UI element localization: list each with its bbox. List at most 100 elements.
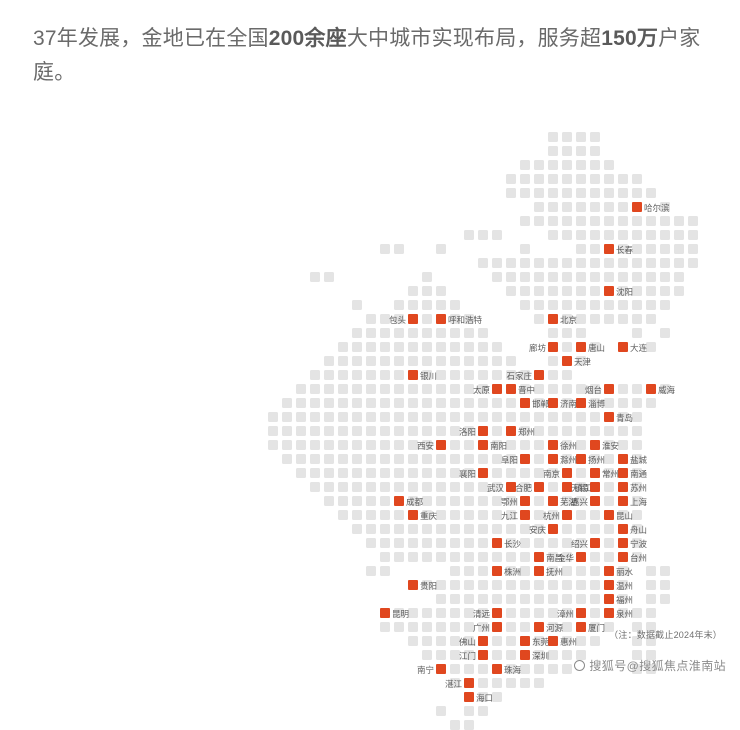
map-grid-cell xyxy=(604,440,614,450)
city-marker xyxy=(562,510,572,520)
map-grid-cell xyxy=(380,440,390,450)
map-grid-cell xyxy=(562,160,572,170)
map-grid-cell xyxy=(492,468,502,478)
map-grid-cell xyxy=(422,328,432,338)
city-label: 湛江 xyxy=(444,678,462,689)
city-marker xyxy=(492,538,502,548)
map-grid-cell xyxy=(394,314,404,324)
map-grid-cell xyxy=(380,510,390,520)
map-grid-cell xyxy=(534,440,544,450)
city-marker xyxy=(604,412,614,422)
map-grid-cell xyxy=(618,286,628,296)
city-label: 重庆 xyxy=(420,510,438,521)
map-grid-cell xyxy=(366,342,376,352)
city-marker xyxy=(604,384,614,394)
headline-emphasis-150: 150万 xyxy=(601,27,659,50)
city-label: 泉州 xyxy=(616,608,634,619)
city-label: 福州 xyxy=(616,594,634,605)
map-grid-cell xyxy=(520,426,530,436)
map-grid-cell xyxy=(464,440,474,450)
map-grid-cell xyxy=(576,440,586,450)
headline-emphasis-200: 200余座 xyxy=(268,27,347,50)
map-grid-cell xyxy=(464,356,474,366)
map-grid-cell xyxy=(562,566,572,576)
map-grid-cell xyxy=(660,594,670,604)
map-grid-cell xyxy=(506,538,516,548)
map-grid-cell xyxy=(534,384,544,394)
map-grid-cell xyxy=(436,496,446,506)
map-grid-cell xyxy=(478,230,488,240)
map-grid-cell xyxy=(520,538,530,548)
map-grid-cell xyxy=(660,258,670,268)
map-grid-cell xyxy=(478,594,488,604)
map-grid-cell xyxy=(548,202,558,212)
map-grid-cell xyxy=(422,426,432,436)
map-grid-cell xyxy=(324,454,334,464)
map-grid-cell xyxy=(632,314,642,324)
map-grid-cell xyxy=(562,650,572,660)
map-grid-cell xyxy=(590,552,600,562)
map-grid-cell xyxy=(618,244,628,254)
map-grid-cell xyxy=(576,426,586,436)
map-grid-cell xyxy=(338,426,348,436)
map-grid-cell xyxy=(618,230,628,240)
map-grid-cell xyxy=(632,510,642,520)
map-grid-cell xyxy=(618,314,628,324)
headline-text-c: 超 xyxy=(580,27,602,50)
city-marker xyxy=(548,314,558,324)
city-marker xyxy=(478,650,488,660)
city-label: 东莞 xyxy=(532,636,550,647)
map-grid-cell xyxy=(590,566,600,576)
headline-text-b: 大中城市实现布局，服务 xyxy=(346,27,581,50)
map-grid-cell xyxy=(506,188,516,198)
map-grid-cell xyxy=(422,552,432,562)
map-grid-cell xyxy=(520,258,530,268)
map-grid-cell xyxy=(646,580,656,590)
city-label: 淮安 xyxy=(602,440,620,451)
map-grid-cell xyxy=(506,678,516,688)
map-grid-cell xyxy=(450,538,460,548)
map-grid-cell xyxy=(422,356,432,366)
map-grid-cell xyxy=(338,356,348,366)
map-grid-cell xyxy=(408,622,418,632)
city-label: 成都 xyxy=(406,496,424,507)
city-label: 银川 xyxy=(420,370,438,381)
map-grid-cell xyxy=(338,440,348,450)
map-grid-cell xyxy=(548,146,558,156)
map-grid-cell xyxy=(548,538,558,548)
map-grid-cell xyxy=(324,496,334,506)
city-marker xyxy=(436,440,446,450)
city-label: 丽水 xyxy=(616,566,634,577)
map-grid-cell xyxy=(380,524,390,534)
map-grid-cell xyxy=(562,664,572,674)
map-grid-cell xyxy=(506,258,516,268)
map-grid-cell xyxy=(380,328,390,338)
map-grid-cell xyxy=(492,594,502,604)
map-grid-cell xyxy=(506,664,516,674)
city-marker xyxy=(520,496,530,506)
data-footnote: （注：数据截止2024年末） xyxy=(609,630,722,640)
map-grid-cell xyxy=(380,370,390,380)
map-grid-cell xyxy=(338,412,348,422)
map-grid-cell xyxy=(450,580,460,590)
map-grid-cell xyxy=(464,454,474,464)
map-grid-cell xyxy=(296,384,306,394)
map-grid-cell xyxy=(632,468,642,478)
city-marker xyxy=(520,510,530,520)
map-grid-cell xyxy=(408,342,418,352)
map-grid-cell xyxy=(436,608,446,618)
map-grid-cell xyxy=(576,244,586,254)
map-grid-cell xyxy=(450,608,460,618)
city-label: 海口 xyxy=(476,692,494,703)
city-label: 晋中 xyxy=(518,384,536,395)
map-grid-cell xyxy=(492,510,502,520)
map-grid-cell xyxy=(478,356,488,366)
city-marker xyxy=(548,496,558,506)
map-grid-cell xyxy=(674,244,684,254)
map-grid-cell xyxy=(296,412,306,422)
map-grid-cell xyxy=(632,608,642,618)
map-grid-cell xyxy=(464,370,474,380)
map-grid-cell xyxy=(604,258,614,268)
map-grid-cell xyxy=(366,370,376,380)
map-grid-cell xyxy=(506,356,516,366)
